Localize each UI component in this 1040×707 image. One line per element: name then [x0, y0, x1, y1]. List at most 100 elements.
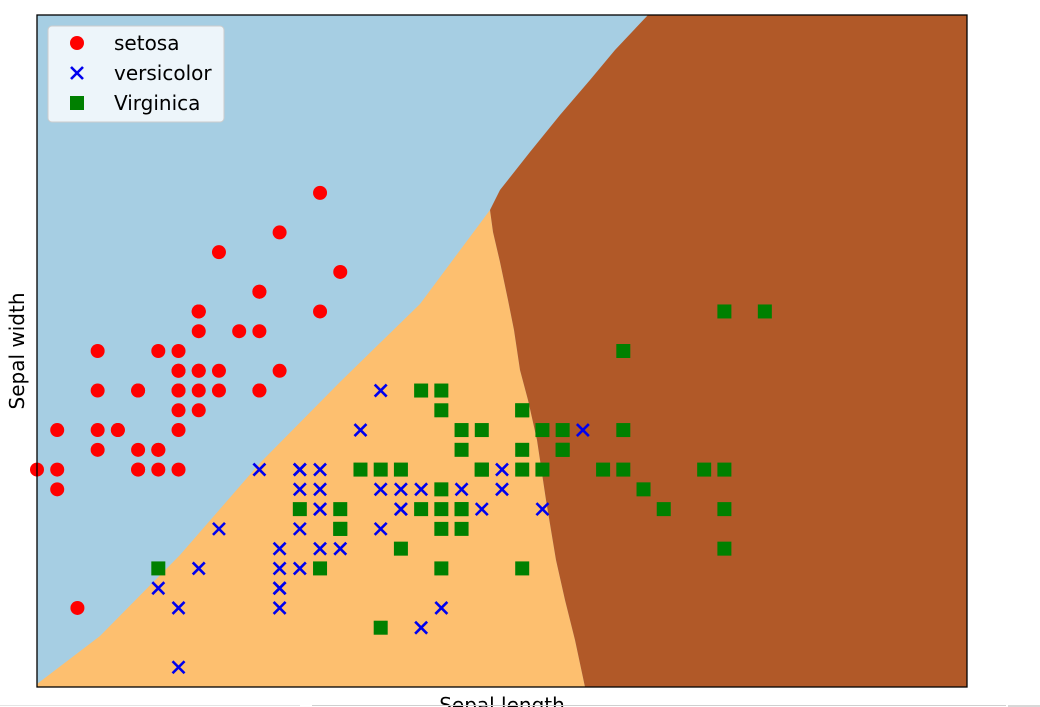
point-versicolor: [313, 462, 327, 477]
point-virginica: [515, 403, 530, 418]
point-virginica: [373, 620, 388, 635]
point-versicolor: [353, 423, 368, 437]
region-virginica: [490, 15, 967, 687]
point-virginica: [555, 423, 570, 438]
point-virginica: [292, 502, 307, 517]
point-virginica: [717, 502, 732, 517]
point-virginica: [757, 304, 772, 319]
point-virginica: [434, 521, 449, 536]
point-versicolor: [252, 462, 267, 477]
point-versicolor: [292, 521, 307, 536]
point-versicolor: [313, 482, 327, 497]
point-versicolor: [575, 423, 590, 437]
point-setosa: [171, 462, 186, 477]
point-setosa: [90, 383, 105, 398]
point-versicolor: [434, 601, 449, 615]
point-versicolor: [292, 462, 307, 477]
point-virginica: [333, 502, 348, 517]
point-virginica: [151, 561, 166, 576]
legend-label-virginica: Virginica: [114, 91, 200, 115]
plot-frame: [36, 14, 968, 688]
x-axis-label: Sepal length: [439, 693, 565, 707]
point-virginica: [555, 442, 570, 457]
bottom-divider: [312, 705, 1006, 706]
point-versicolor: [454, 482, 469, 497]
point-setosa: [252, 284, 267, 299]
point-setosa: [313, 304, 328, 319]
point-virginica: [616, 462, 631, 477]
point-virginica: [717, 304, 732, 319]
point-versicolor: [171, 660, 186, 675]
point-virginica: [434, 383, 449, 398]
point-versicolor: [474, 502, 489, 517]
point-versicolor: [333, 541, 348, 556]
point-versicolor: [272, 541, 287, 556]
point-virginica: [353, 462, 368, 477]
point-versicolor: [313, 541, 327, 556]
point-virginica: [474, 462, 489, 477]
point-virginica: [474, 423, 489, 438]
point-setosa: [90, 344, 105, 358]
point-setosa: [90, 423, 105, 438]
point-virginica: [434, 561, 449, 576]
point-virginica: [393, 462, 408, 477]
point-versicolor: [292, 482, 307, 497]
point-virginica: [636, 482, 651, 497]
point-virginica: [454, 442, 469, 457]
point-versicolor: [535, 502, 550, 517]
point-setosa: [171, 344, 186, 358]
point-virginica: [434, 482, 449, 497]
point-virginica: [535, 423, 550, 438]
point-virginica: [697, 462, 712, 477]
point-setosa: [191, 324, 206, 339]
point-virginica: [515, 561, 530, 576]
point-setosa: [211, 383, 226, 398]
point-virginica: [596, 462, 611, 477]
legend-label-versicolor: versicolor: [114, 61, 212, 85]
legend-box: [47, 25, 225, 123]
point-setosa: [171, 403, 186, 418]
point-versicolor: [171, 601, 186, 615]
point-versicolor: [272, 601, 287, 615]
point-setosa: [50, 462, 65, 477]
point-setosa: [131, 442, 146, 457]
point-versicolor: [373, 521, 388, 536]
point-versicolor: [495, 482, 509, 497]
y-axis-label: Sepal width: [5, 293, 29, 410]
point-setosa: [131, 383, 146, 398]
point-setosa: [70, 600, 85, 615]
point-versicolor: [495, 462, 509, 477]
point-setosa: [110, 423, 125, 438]
point-setosa: [50, 482, 65, 497]
point-virginica: [656, 502, 671, 517]
point-virginica: [454, 423, 469, 438]
point-virginica: [535, 462, 550, 477]
point-virginica: [515, 442, 530, 457]
point-versicolor: [393, 502, 408, 517]
point-versicolor: [393, 482, 408, 497]
data-points: [30, 185, 772, 675]
point-virginica: [333, 521, 348, 536]
point-virginica: [414, 383, 429, 398]
point-versicolor: [373, 383, 388, 398]
point-virginica: [454, 521, 469, 536]
point-setosa: [171, 363, 186, 378]
bottom-divider-right: [1008, 705, 1040, 707]
point-setosa: [232, 324, 247, 339]
bottom-divider-left: [0, 705, 300, 706]
point-versicolor: [212, 521, 226, 536]
point-setosa: [272, 363, 287, 378]
point-virginica: [616, 344, 631, 358]
point-versicolor: [414, 620, 429, 635]
point-setosa: [90, 442, 105, 457]
point-versicolor: [414, 482, 429, 497]
legend: setosa versicolor Virginica: [47, 25, 225, 123]
point-versicolor: [373, 482, 388, 497]
point-virginica: [393, 541, 408, 556]
point-setosa: [171, 383, 186, 398]
point-versicolor: [151, 581, 166, 596]
legend-marker-virginica: [70, 96, 84, 110]
point-virginica: [717, 541, 732, 556]
point-virginica: [313, 561, 328, 576]
